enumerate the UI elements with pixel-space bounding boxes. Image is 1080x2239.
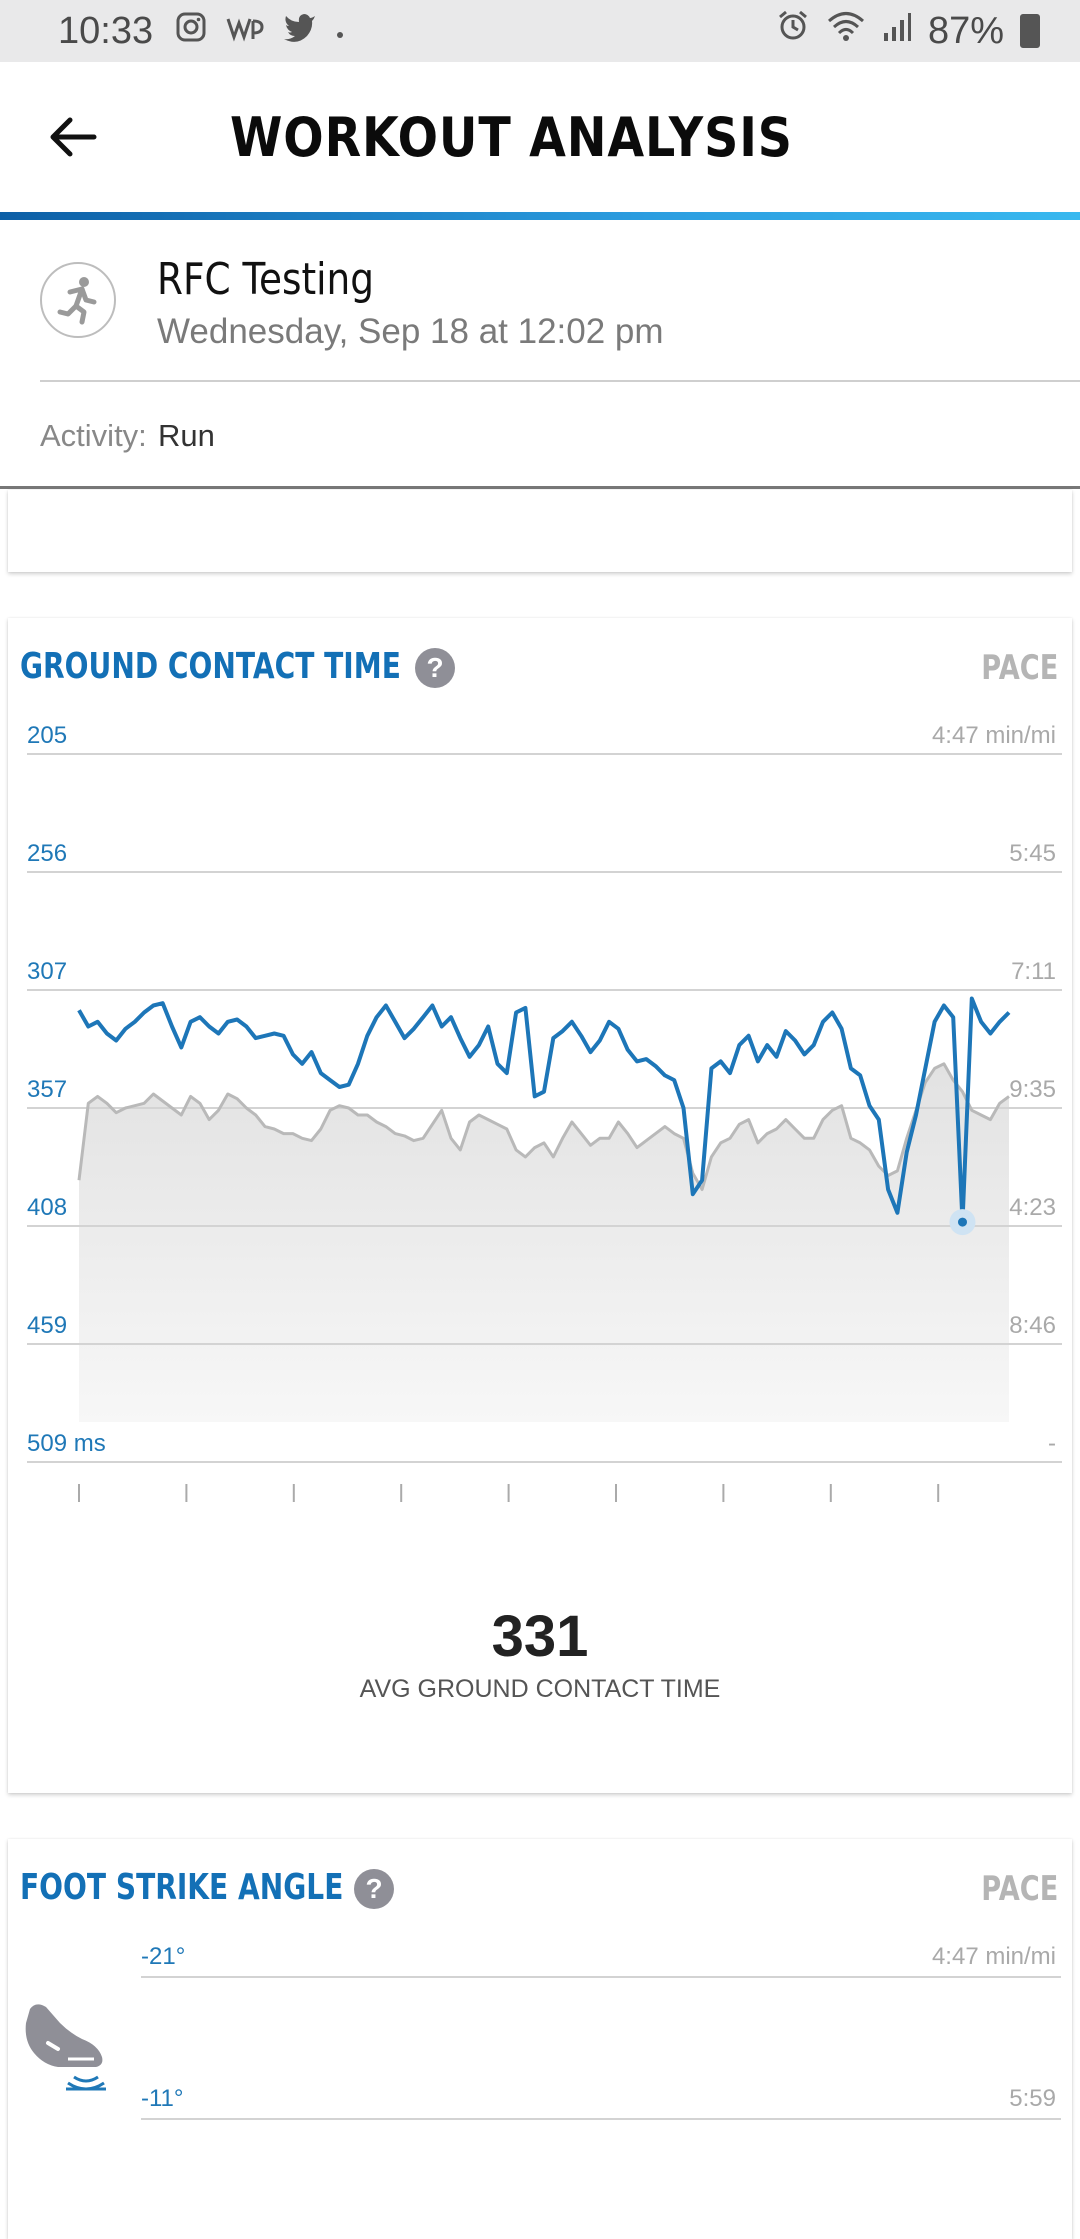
divider: [0, 486, 1080, 489]
washington-post-icon: [225, 11, 265, 51]
battery-icon: [1020, 14, 1040, 48]
alarm-icon: [776, 9, 810, 53]
y-tick-right: 4:47 min/mi: [931, 722, 1056, 749]
y-tick-left: 408: [27, 1194, 68, 1221]
pace-toggle[interactable]: PACE: [980, 648, 1058, 688]
y-tick-left: 256: [27, 840, 68, 867]
ground-contact-time-chart: [27, 753, 1062, 1502]
page-title: WORKOUT ANALYSIS: [230, 106, 793, 169]
y-tick-right: 9:35: [1009, 1076, 1056, 1103]
notification-dot-icon: [335, 14, 345, 48]
workout-date: Wednesday, Sep 18 at 12:02 pm: [157, 312, 664, 351]
divider: [40, 380, 1080, 382]
app-bar: WORKOUT ANALYSIS: [0, 62, 1080, 212]
activity-value: Run: [158, 418, 215, 453]
pace-area: [79, 1063, 1009, 1422]
twitter-icon: [283, 12, 317, 50]
grid-line: [141, 1976, 1061, 1978]
pace-series-line: [77, 1062, 1010, 1191]
grid-line: [141, 2118, 1061, 2120]
run-activity-icon: [40, 262, 116, 338]
workout-summary: RFC Testing Wednesday, Sep 18 at 12:02 p…: [0, 220, 1080, 488]
y-tick-right: 5:59: [1009, 2085, 1056, 2112]
help-icon[interactable]: ?: [354, 1869, 394, 1909]
y-tick-left: -21°: [141, 1943, 186, 1970]
help-icon[interactable]: ?: [415, 648, 455, 688]
activity-label: Activity:: [40, 418, 147, 453]
selected-point: [958, 1217, 967, 1227]
foot-strike-angle-card: FOOT STRIKE ANGLE ? PACE -21° -11° 4:47 …: [8, 1839, 1072, 2239]
signal-icon: [882, 10, 912, 53]
y-tick-left: 307: [27, 958, 68, 985]
y-tick-right: 4:47 min/mi: [931, 1943, 1056, 1970]
battery-percent: 87%: [927, 9, 1004, 52]
status-time: 10:33: [58, 9, 154, 52]
ground-contact-series-line: [77, 996, 1011, 1225]
ground-contact-time-card: GROUND CONTACT TIME ? PACE 205 256 307 3…: [8, 618, 1072, 1793]
shoe-icon: [18, 1999, 118, 2114]
y-tick-right: 7:11: [1011, 958, 1056, 985]
accent-bar: [0, 212, 1080, 220]
y-tick-left: 357: [27, 1076, 68, 1103]
y-tick-left: -11°: [141, 2085, 184, 2112]
workout-name: RFC Testing: [157, 254, 374, 305]
previous-card: [8, 490, 1072, 572]
avg-ground-contact-label: AVG GROUND CONTACT TIME: [359, 1675, 721, 1703]
y-tick-left: 459: [27, 1312, 68, 1339]
pace-toggle[interactable]: PACE: [980, 1869, 1058, 1909]
avg-ground-contact-value: 331: [491, 1604, 589, 1669]
status-bar: 10:33 87%: [0, 0, 1080, 62]
y-tick-right: -: [1048, 1430, 1056, 1457]
wifi-icon: [826, 9, 866, 53]
y-tick-left: 205: [27, 722, 68, 749]
y-tick-left: 509 ms: [27, 1430, 106, 1457]
instagram-icon: [175, 11, 207, 51]
y-tick-right: 5:45: [1009, 840, 1056, 867]
back-arrow-icon[interactable]: [46, 112, 102, 162]
card-title: GROUND CONTACT TIME: [20, 646, 401, 687]
card-title: FOOT STRIKE ANGLE: [20, 1867, 344, 1908]
